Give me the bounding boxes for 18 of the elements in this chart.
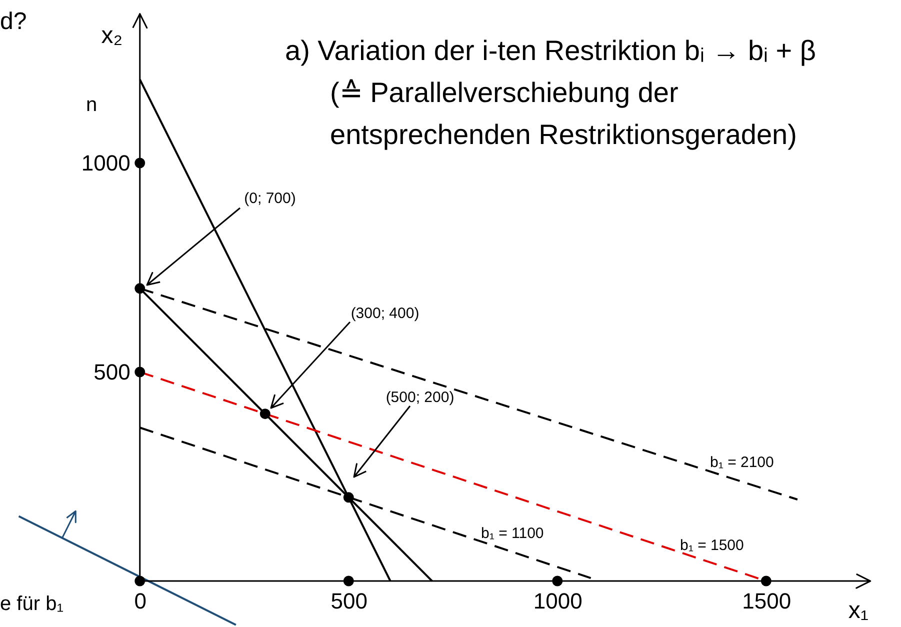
annotation: b₁ = 1100 — [481, 525, 544, 542]
point — [260, 408, 270, 420]
annotation: b₁ = 1500 — [680, 537, 744, 554]
x-axis-title: x₁ — [848, 597, 868, 624]
annotation: b₁ = 2100 — [710, 454, 774, 471]
x-tick-label: 500 — [330, 588, 368, 614]
annotation: (300; 400) — [350, 305, 420, 322]
annotation: (500; 200) — [386, 389, 454, 406]
x-tick-label: 0 — [134, 588, 146, 614]
annotation: d? — [0, 8, 27, 35]
x-tick-label: 1500 — [742, 588, 792, 614]
x-tick-label: 1000 — [533, 588, 582, 614]
annotation: (0; 700) — [244, 190, 296, 207]
text: a) Variation der i-ten Restriktion bᵢ → bᵢ + β (≙ Parallelverschiebung der entsprechenden Restriktionsgeraden) — [285, 35, 816, 150]
y-axis-title: x₂ — [101, 22, 123, 49]
annotation: n — [86, 94, 98, 116]
annotation: e für b₁ — [0, 593, 64, 615]
point — [343, 492, 354, 503]
